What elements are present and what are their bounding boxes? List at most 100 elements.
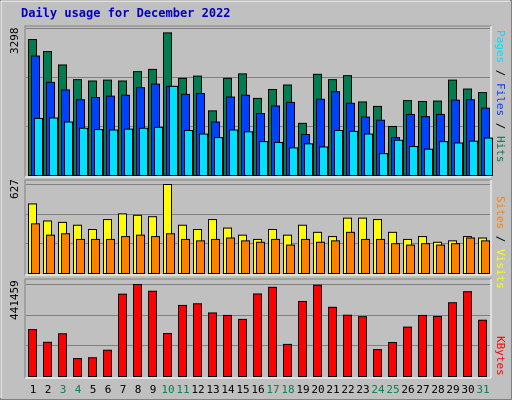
bar-pages-day-17 xyxy=(274,142,283,176)
bar-pages-day-1 xyxy=(34,117,43,177)
bar-kbytes-day-5 xyxy=(88,357,97,378)
x-tick-label-day-19: 19 xyxy=(296,383,309,396)
x-tick-label-day-24: 24 xyxy=(371,383,385,396)
y-max-label-visits-sites: 627 xyxy=(8,179,21,199)
x-tick-label-day-10: 10 xyxy=(161,383,174,396)
bar-pages-day-8 xyxy=(139,127,148,177)
bar-sites-day-2 xyxy=(46,234,55,274)
bar-kbytes-day-30 xyxy=(463,291,472,377)
bar-pages-day-9 xyxy=(154,126,163,176)
bar-sites-day-30 xyxy=(466,237,475,274)
bar-kbytes-day-1 xyxy=(28,329,37,377)
x-tick-label-day-26: 26 xyxy=(401,383,414,396)
bar-pages-day-5 xyxy=(94,129,103,177)
bar-pages-day-6 xyxy=(109,129,118,177)
legend-label-kbytes: KBytes xyxy=(494,336,507,376)
bar-sites-day-10 xyxy=(166,233,175,275)
bar-kbytes-day-8 xyxy=(133,284,142,377)
bar-pages-day-28 xyxy=(439,141,448,176)
bar-kbytes-day-7 xyxy=(118,293,127,377)
x-tick-label-day-18: 18 xyxy=(281,383,294,396)
bar-sites-day-23 xyxy=(361,238,370,274)
bar-pages-day-30 xyxy=(469,140,478,176)
bar-pages-day-14 xyxy=(229,129,238,177)
bar-kbytes-day-2 xyxy=(43,341,52,377)
bar-pages-day-18 xyxy=(289,147,298,176)
legend-label-visits: Visits xyxy=(494,249,507,289)
x-tick-label-day-14: 14 xyxy=(221,383,235,396)
x-tick-label-day-27: 27 xyxy=(416,383,429,396)
x-tick-label-day-3: 3 xyxy=(60,383,67,396)
panel-kbytes xyxy=(24,278,492,379)
x-tick-label-day-1: 1 xyxy=(30,383,37,396)
bar-pages-day-25 xyxy=(394,139,403,176)
legend-hits-files-pages: Pages / Files / Hits xyxy=(494,30,507,163)
bar-pages-day-21 xyxy=(334,129,343,177)
x-tick-label-day-4: 4 xyxy=(75,383,82,396)
x-tick-label-day-17: 17 xyxy=(266,383,279,396)
bar-sites-day-13 xyxy=(211,238,220,274)
bar-sites-day-7 xyxy=(121,236,130,275)
legend-separator: / xyxy=(494,63,507,83)
x-tick-label-day-11: 11 xyxy=(176,383,189,396)
panel-hits-files-pages xyxy=(24,25,493,178)
bar-sites-day-8 xyxy=(136,234,145,274)
bar-kbytes-day-28 xyxy=(433,315,442,377)
legend-separator: / xyxy=(494,116,507,136)
bar-kbytes-day-25 xyxy=(388,342,397,378)
bar-kbytes-day-27 xyxy=(418,314,427,378)
bar-pages-day-26 xyxy=(409,146,418,176)
bar-pages-day-19 xyxy=(304,143,313,176)
x-tick-label-day-23: 23 xyxy=(356,383,369,396)
bar-kbytes-day-10 xyxy=(163,333,172,378)
x-tick-label-day-5: 5 xyxy=(90,383,97,396)
bar-pages-day-13 xyxy=(214,137,223,176)
chart-title: Daily usage for December 2022 xyxy=(21,6,231,20)
bar-sites-day-24 xyxy=(376,238,385,274)
bar-pages-day-3 xyxy=(64,121,73,176)
x-tick-label-day-12: 12 xyxy=(191,383,204,396)
bar-kbytes-day-29 xyxy=(448,302,457,377)
bar-pages-day-7 xyxy=(124,128,133,177)
bar-pages-day-12 xyxy=(199,133,208,177)
x-tick-label-day-31: 31 xyxy=(476,383,489,396)
bar-pages-day-29 xyxy=(454,142,463,176)
bar-kbytes-day-12 xyxy=(193,303,202,377)
x-tick-label-day-6: 6 xyxy=(105,383,112,396)
bar-sites-day-11 xyxy=(181,238,190,274)
x-tick-label-day-30: 30 xyxy=(461,383,474,396)
x-tick-label-day-29: 29 xyxy=(446,383,459,396)
bar-pages-day-2 xyxy=(49,117,58,177)
bar-sites-day-27 xyxy=(421,243,430,275)
bar-kbytes-day-15 xyxy=(238,318,247,378)
bar-sites-day-29 xyxy=(451,243,460,275)
bar-sites-day-15 xyxy=(241,240,250,275)
x-tick-label-day-28: 28 xyxy=(431,383,444,396)
legend-label-files: Files xyxy=(494,83,507,116)
bar-kbytes-day-13 xyxy=(208,312,217,378)
bar-sites-day-6 xyxy=(106,238,115,274)
bar-sites-day-18 xyxy=(286,244,295,274)
bar-sites-day-20 xyxy=(316,241,325,274)
legend-label-pages: Pages xyxy=(494,30,507,63)
bar-kbytes-day-4 xyxy=(73,358,82,377)
bar-pages-day-22 xyxy=(349,130,358,177)
x-tick-label-day-20: 20 xyxy=(311,383,324,396)
bar-sites-day-14 xyxy=(226,237,235,274)
bar-sites-day-26 xyxy=(406,244,415,274)
bar-kbytes-day-18 xyxy=(283,343,292,378)
bar-kbytes-day-14 xyxy=(223,314,232,378)
x-tick-label-day-25: 25 xyxy=(386,383,399,396)
bar-kbytes-day-21 xyxy=(328,306,337,378)
bar-kbytes-day-26 xyxy=(403,326,412,377)
bar-pages-day-27 xyxy=(424,148,433,176)
y-max-label-kbytes: 441459 xyxy=(8,280,21,320)
legend-kbytes: KBytes xyxy=(494,336,507,376)
bar-sites-day-19 xyxy=(301,238,310,274)
bar-sites-day-25 xyxy=(391,243,400,275)
bar-pages-day-23 xyxy=(364,133,373,177)
x-tick-label-day-21: 21 xyxy=(326,383,339,396)
x-tick-label-day-9: 9 xyxy=(150,383,157,396)
